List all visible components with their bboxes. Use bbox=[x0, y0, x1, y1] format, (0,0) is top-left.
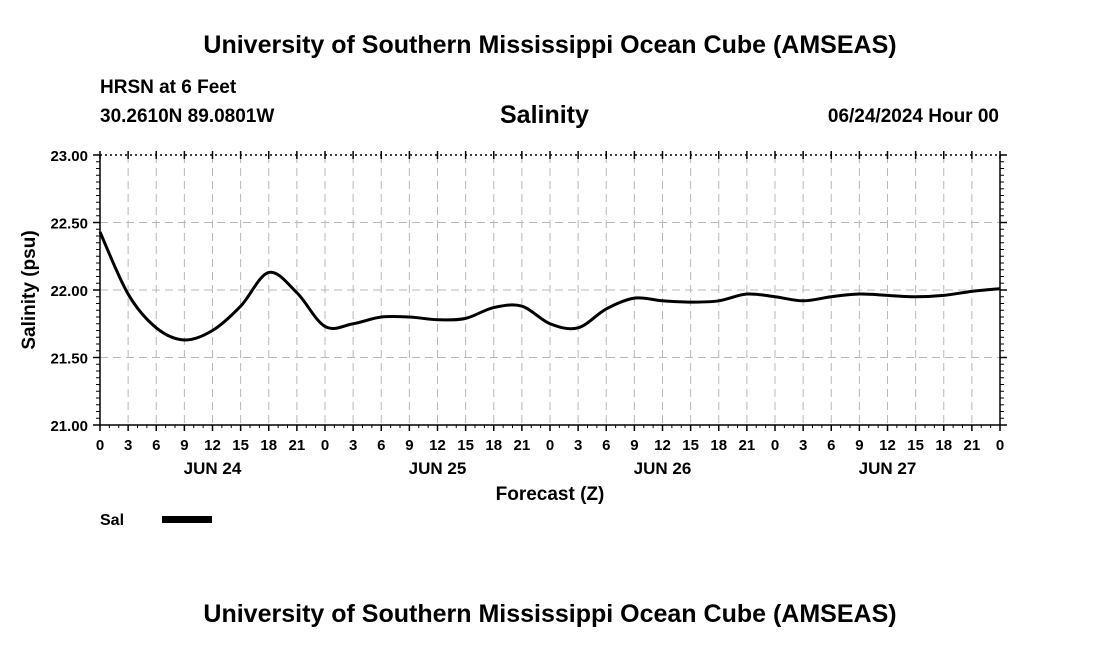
x-tick-label: 3 bbox=[574, 437, 582, 454]
y-tick-label: 21.00 bbox=[50, 418, 88, 435]
x-tick-label: 6 bbox=[827, 437, 835, 454]
x-tick-label: 12 bbox=[879, 437, 896, 454]
x-tick-label: 21 bbox=[964, 437, 981, 454]
x-tick-label: 3 bbox=[349, 437, 357, 454]
x-tick-label: 0 bbox=[546, 437, 554, 454]
x-tick-label: 0 bbox=[96, 437, 104, 454]
x-tick-label: 18 bbox=[260, 437, 277, 454]
x-tick-label: 0 bbox=[321, 437, 329, 454]
legend-swatch-sal bbox=[162, 516, 212, 523]
x-axis-title: Forecast (Z) bbox=[496, 484, 605, 505]
series-line-sal bbox=[98, 231, 1001, 342]
forecast-datetime: 06/24/2024 Hour 00 bbox=[827, 106, 999, 127]
station-label: HRSN at 6 Feet bbox=[100, 77, 237, 98]
x-tick-label: 9 bbox=[405, 437, 413, 454]
x-tick-label: 15 bbox=[907, 437, 924, 454]
x-tick-label: 3 bbox=[799, 437, 807, 454]
x-tick-label: 12 bbox=[654, 437, 671, 454]
y-tick-label: 23.00 bbox=[50, 148, 88, 165]
x-tick-label: 18 bbox=[935, 437, 952, 454]
x-tick-label: 9 bbox=[180, 437, 188, 454]
chart-main-title: University of Southern Mississippi Ocean… bbox=[203, 31, 897, 59]
x-tick-label: 18 bbox=[710, 437, 727, 454]
x-tick-label: 18 bbox=[485, 437, 502, 454]
x-tick-label: 21 bbox=[739, 437, 756, 454]
x-tick-label: 9 bbox=[855, 437, 863, 454]
day-label: JUN 27 bbox=[859, 459, 917, 478]
footer-title: University of Southern Mississippi Ocean… bbox=[203, 600, 897, 628]
y-tick-label: 22.50 bbox=[50, 216, 88, 233]
x-tick-label: 15 bbox=[682, 437, 699, 454]
coordinates-label: 30.2610N 89.0801W bbox=[100, 106, 275, 127]
x-tick-label: 9 bbox=[630, 437, 638, 454]
y-tick-label: 21.50 bbox=[50, 351, 88, 368]
x-tick-label: 0 bbox=[996, 437, 1004, 454]
x-tick-label: 12 bbox=[429, 437, 446, 454]
x-tick-label: 6 bbox=[602, 437, 610, 454]
y-axis-title: Salinity (psu) bbox=[19, 230, 40, 349]
x-tick-label: 21 bbox=[514, 437, 531, 454]
x-tick-label: 21 bbox=[289, 437, 306, 454]
day-label: JUN 26 bbox=[634, 459, 692, 478]
x-tick-label: 15 bbox=[232, 437, 249, 454]
y-tick-label: 22.00 bbox=[50, 283, 88, 300]
x-tick-label: 15 bbox=[457, 437, 474, 454]
x-tick-label: 3 bbox=[124, 437, 132, 454]
day-label: JUN 25 bbox=[409, 459, 467, 478]
x-tick-label: 12 bbox=[204, 437, 221, 454]
day-label: JUN 24 bbox=[184, 459, 242, 478]
x-tick-label: 6 bbox=[377, 437, 385, 454]
x-tick-label: 6 bbox=[152, 437, 160, 454]
legend-label-sal: Sal bbox=[100, 512, 124, 529]
x-tick-label: 0 bbox=[771, 437, 779, 454]
chart-title: Salinity bbox=[500, 101, 589, 129]
